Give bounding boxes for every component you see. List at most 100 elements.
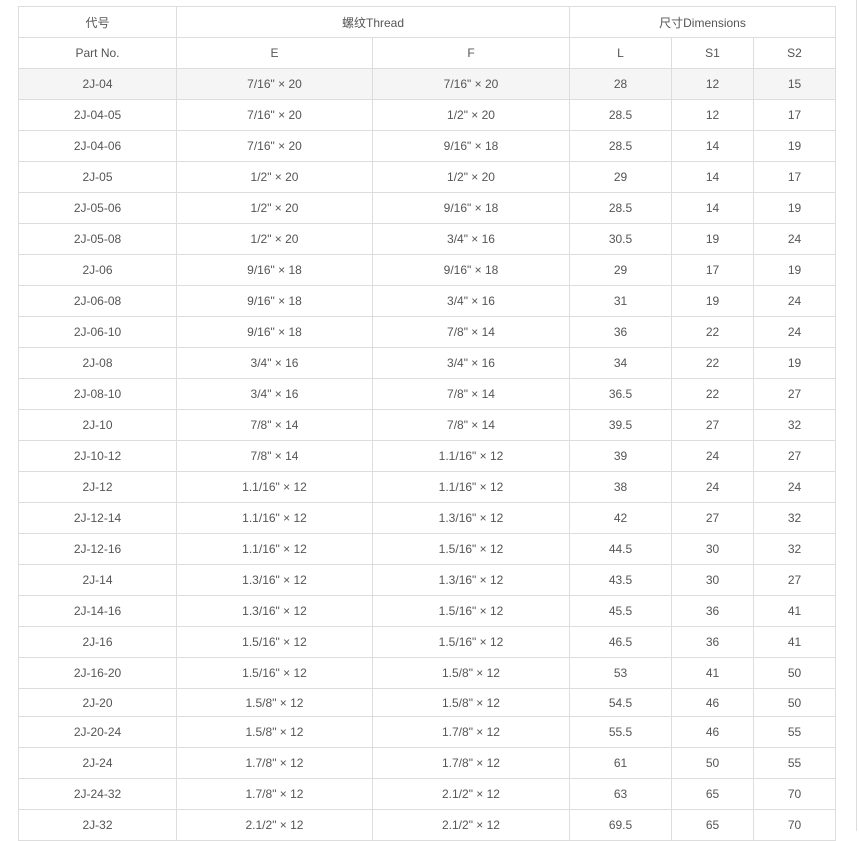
cell-dim-l: 29 xyxy=(569,161,672,193)
cell-thread-f: 1.5/16" × 12 xyxy=(372,533,570,565)
cell-dim-s2: 41 xyxy=(753,626,836,658)
cell-dim-s1: 41 xyxy=(671,657,754,689)
table-row: 2J-05-08 1/2" × 20 3/4" × 16 30.5 19 24 xyxy=(18,223,836,255)
cell-dim-s1: 19 xyxy=(671,285,754,317)
table-row: 2J-05 1/2" × 20 1/2" × 20 29 14 17 xyxy=(18,161,836,193)
cell-dim-s2: 19 xyxy=(753,254,836,286)
header-dimensions: 尺寸Dimensions xyxy=(569,6,836,38)
cell-dim-s2: 70 xyxy=(753,778,836,810)
cell-part-no: 2J-08 xyxy=(18,347,177,379)
table-row: 2J-32 2.1/2" × 12 2.1/2" × 12 69.5 65 70 xyxy=(18,809,836,841)
cell-thread-f: 3/4" × 16 xyxy=(372,347,570,379)
cell-dim-s2: 27 xyxy=(753,564,836,596)
table-row: 2J-10 7/8" × 14 7/8" × 14 39.5 27 32 xyxy=(18,409,836,441)
table-row: 2J-06-10 9/16" × 18 7/8" × 14 36 22 24 xyxy=(18,316,836,348)
cell-dim-l: 28.5 xyxy=(569,99,672,131)
cell-dim-l: 45.5 xyxy=(569,595,672,627)
cell-thread-e: 3/4" × 16 xyxy=(176,347,373,379)
cell-part-no: 2J-12-14 xyxy=(18,502,177,534)
cell-dim-s1: 19 xyxy=(671,223,754,255)
cell-thread-f: 9/16" × 18 xyxy=(372,254,570,286)
cell-thread-e: 1/2" × 20 xyxy=(176,192,373,224)
cell-part-no: 2J-06 xyxy=(18,254,177,286)
cell-dim-s1: 14 xyxy=(671,130,754,162)
header-l: L xyxy=(569,37,672,69)
cell-dim-l: 38 xyxy=(569,471,672,503)
cell-dim-s2: 50 xyxy=(753,688,836,717)
cell-dim-s2: 41 xyxy=(753,595,836,627)
cell-thread-f: 7/8" × 14 xyxy=(372,316,570,348)
cell-dim-s1: 27 xyxy=(671,409,754,441)
cell-dim-s2: 32 xyxy=(753,502,836,534)
cell-dim-s1: 65 xyxy=(671,809,754,841)
cell-dim-l: 69.5 xyxy=(569,809,672,841)
cell-thread-e: 3/4" × 16 xyxy=(176,378,373,410)
cell-part-no: 2J-04-05 xyxy=(18,99,177,131)
cell-dim-s1: 17 xyxy=(671,254,754,286)
cell-thread-f: 3/4" × 16 xyxy=(372,285,570,317)
table-row: 2J-04-05 7/16" × 20 1/2" × 20 28.5 12 17 xyxy=(18,99,836,131)
cell-thread-f: 7/8" × 14 xyxy=(372,378,570,410)
cell-dim-s2: 55 xyxy=(753,716,836,748)
cell-dim-l: 55.5 xyxy=(569,716,672,748)
cell-part-no: 2J-32 xyxy=(18,809,177,841)
header-f: F xyxy=(372,37,570,69)
cell-dim-s1: 12 xyxy=(671,99,754,131)
cell-thread-f: 1.3/16" × 12 xyxy=(372,502,570,534)
cell-dim-l: 43.5 xyxy=(569,564,672,596)
header-s1: S1 xyxy=(671,37,754,69)
header-thread: 螺纹Thread xyxy=(176,6,570,38)
cell-thread-f: 7/16" × 20 xyxy=(372,68,570,100)
cell-dim-s1: 24 xyxy=(671,440,754,472)
table-row: 2J-14-16 1.3/16" × 12 1.5/16" × 12 45.5 36 41 xyxy=(18,595,836,627)
cell-dim-s2: 50 xyxy=(753,657,836,689)
cell-thread-f: 1.5/16" × 12 xyxy=(372,595,570,627)
table-row: 2J-12-14 1.1/16" × 12 1.3/16" × 12 42 27 32 xyxy=(18,502,836,534)
cell-thread-e: 9/16" × 18 xyxy=(176,285,373,317)
table-row: 2J-20-24 1.5/8" × 12 1.7/8" × 12 55.5 46 55 xyxy=(18,716,836,748)
cell-thread-e: 1.5/8" × 12 xyxy=(176,688,373,717)
cell-dim-l: 61 xyxy=(569,747,672,779)
cell-thread-f: 9/16" × 18 xyxy=(372,192,570,224)
table-row: 2J-24-32 1.7/8" × 12 2.1/2" × 12 63 65 70 xyxy=(18,778,836,810)
cell-dim-s2: 32 xyxy=(753,409,836,441)
cell-thread-e: 1.1/16" × 12 xyxy=(176,533,373,565)
cell-part-no: 2J-24 xyxy=(18,747,177,779)
cell-thread-f: 1.5/8" × 12 xyxy=(372,657,570,689)
cell-thread-e: 1.5/16" × 12 xyxy=(176,626,373,658)
cell-thread-f: 1/2" × 20 xyxy=(372,99,570,131)
cell-thread-e: 1.5/8" × 12 xyxy=(176,716,373,748)
cell-part-no: 2J-20-24 xyxy=(18,716,177,748)
cell-dim-l: 39 xyxy=(569,440,672,472)
cell-dim-s2: 32 xyxy=(753,533,836,565)
cell-part-no: 2J-10 xyxy=(18,409,177,441)
cell-thread-f: 1/2" × 20 xyxy=(372,161,570,193)
cell-thread-e: 7/8" × 14 xyxy=(176,440,373,472)
cell-part-no: 2J-04 xyxy=(18,68,177,100)
table-row: 2J-14 1.3/16" × 12 1.3/16" × 12 43.5 30 27 xyxy=(18,564,836,596)
cell-part-no: 2J-12-16 xyxy=(18,533,177,565)
cell-dim-s1: 36 xyxy=(671,626,754,658)
spec-table: 代号 螺纹Thread 尺寸Dimensions Part No. E F L … xyxy=(18,6,836,841)
cell-dim-s2: 24 xyxy=(753,285,836,317)
cell-dim-l: 29 xyxy=(569,254,672,286)
cell-part-no: 2J-12 xyxy=(18,471,177,503)
cell-dim-s1: 27 xyxy=(671,502,754,534)
cell-dim-l: 30.5 xyxy=(569,223,672,255)
table-row: 2J-12-16 1.1/16" × 12 1.5/16" × 12 44.5 30 32 xyxy=(18,533,836,565)
cell-dim-s1: 12 xyxy=(671,68,754,100)
cell-thread-e: 1.7/8" × 12 xyxy=(176,747,373,779)
cell-thread-f: 2.1/2" × 12 xyxy=(372,809,570,841)
cell-thread-e: 7/16" × 20 xyxy=(176,99,373,131)
cell-dim-s2: 70 xyxy=(753,809,836,841)
cell-dim-s2: 24 xyxy=(753,223,836,255)
cell-thread-e: 1.1/16" × 12 xyxy=(176,502,373,534)
cell-part-no: 2J-05 xyxy=(18,161,177,193)
cell-dim-s1: 50 xyxy=(671,747,754,779)
cell-part-no: 2J-05-08 xyxy=(18,223,177,255)
table-row: 2J-16 1.5/16" × 12 1.5/16" × 12 46.5 36 41 xyxy=(18,626,836,658)
cell-dim-l: 54.5 xyxy=(569,688,672,717)
header-e: E xyxy=(176,37,373,69)
cell-part-no: 2J-20 xyxy=(18,688,177,717)
header-part-no-cn: 代号 xyxy=(18,6,177,38)
